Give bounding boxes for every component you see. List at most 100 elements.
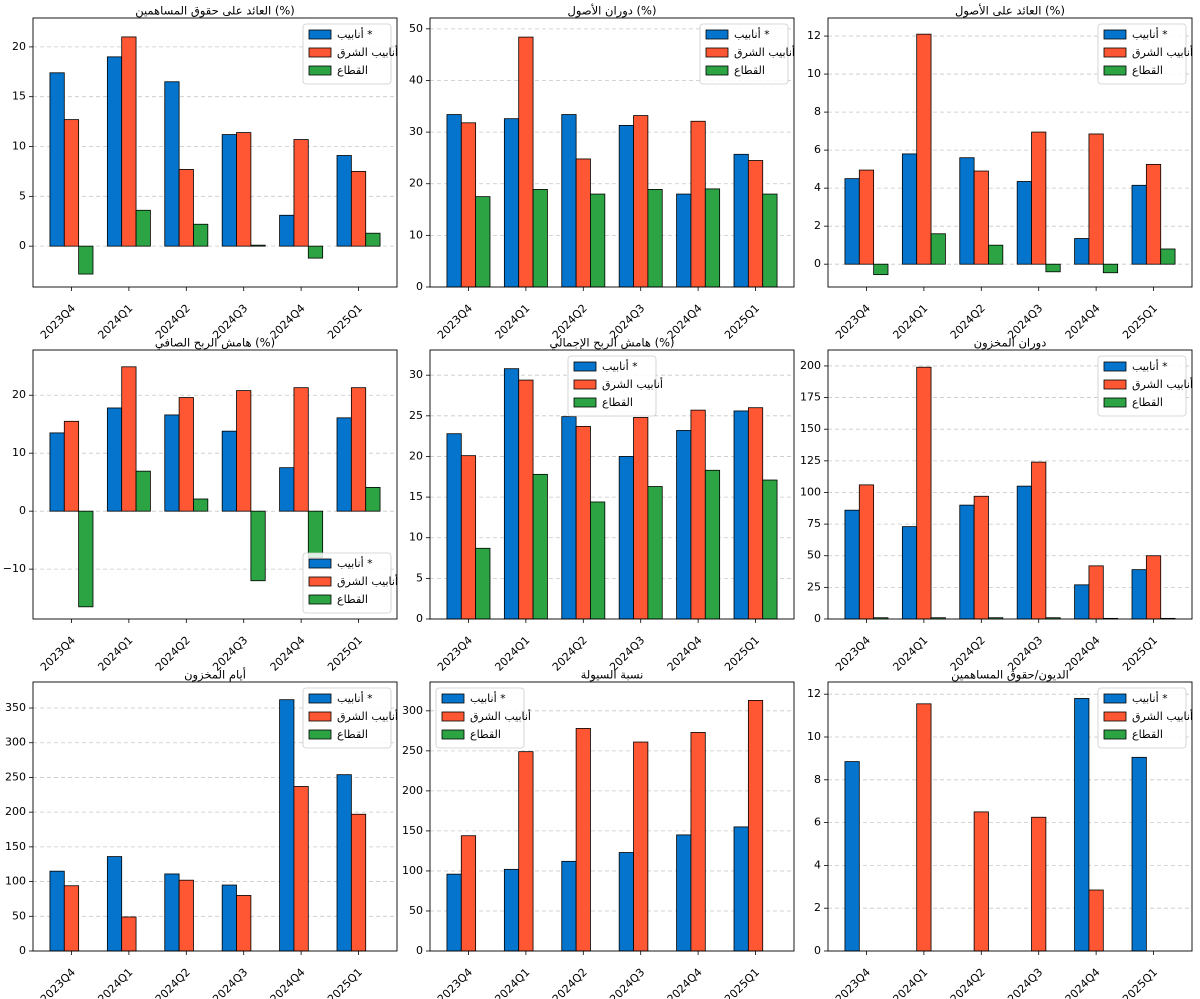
legend-swatch bbox=[705, 29, 729, 40]
bar bbox=[844, 761, 860, 952]
y-tick-label: 20 bbox=[12, 388, 26, 401]
bar bbox=[135, 209, 151, 247]
y-tick-label: 8 bbox=[814, 105, 821, 118]
bar bbox=[293, 786, 309, 952]
legend-swatch bbox=[705, 47, 729, 58]
bar bbox=[236, 895, 252, 952]
legend-swatch bbox=[308, 594, 332, 605]
plot-frame bbox=[827, 17, 1193, 288]
bar bbox=[1102, 263, 1119, 274]
bar bbox=[762, 479, 778, 620]
x-tick-label: 2023Q4 bbox=[833, 302, 873, 342]
y-tick-label: 350 bbox=[5, 701, 26, 714]
bar bbox=[293, 387, 309, 512]
y-tick-label: 50 bbox=[409, 904, 423, 917]
y-tick-label: −10 bbox=[3, 562, 26, 575]
y-tick-label: 0 bbox=[814, 944, 821, 957]
bar bbox=[733, 826, 749, 952]
y-tick-label: 100 bbox=[5, 875, 26, 888]
y-tick-label: 0 bbox=[814, 257, 821, 270]
chart-title: هامش الربح الصافي (%) bbox=[155, 336, 275, 351]
y-tick-label: 12 bbox=[807, 29, 821, 42]
bar bbox=[844, 178, 860, 265]
x-tick-label: 2024Q3 bbox=[210, 966, 250, 999]
bar bbox=[49, 870, 65, 952]
bar bbox=[1016, 181, 1032, 265]
y-tick-label: 8 bbox=[814, 773, 821, 786]
bar bbox=[590, 193, 606, 288]
bar bbox=[236, 132, 252, 247]
legend-swatch bbox=[308, 729, 332, 740]
legend-swatch bbox=[1103, 729, 1127, 740]
y-tick-label: 0 bbox=[416, 612, 423, 625]
bar bbox=[1131, 569, 1147, 620]
bar bbox=[164, 414, 180, 512]
legend-label: أنابيب * bbox=[337, 27, 373, 41]
bar bbox=[250, 510, 266, 582]
bar bbox=[561, 416, 577, 620]
bar bbox=[633, 115, 649, 288]
bar bbox=[704, 188, 721, 288]
bar bbox=[762, 193, 778, 288]
bar bbox=[1031, 461, 1047, 620]
y-tick-label: 10 bbox=[409, 228, 423, 241]
y-tick-label: 20 bbox=[12, 40, 26, 53]
y-tick-label: 150 bbox=[5, 840, 26, 853]
chart-title: دوران المخزون bbox=[974, 336, 1047, 351]
x-tick-label: 2023Q4 bbox=[435, 302, 475, 342]
y-tick-label: 30 bbox=[409, 125, 423, 138]
legend: أنابيب * أنابيب الشرق القطاع bbox=[1097, 355, 1193, 417]
bar bbox=[78, 510, 94, 608]
y-tick-label: 50 bbox=[409, 22, 423, 35]
bar bbox=[690, 732, 706, 952]
chart-panel: العائد على الأصول (%) 0 2 4 6 8 10 12 2023Q4 2024… bbox=[807, 4, 1193, 342]
legend-label: أنابيب * bbox=[1132, 359, 1168, 373]
bar bbox=[78, 245, 94, 275]
chart-panel: دوران المخزون 0 25 50 75 100 125 150 175 200 2023Q… bbox=[800, 336, 1193, 674]
legend-label: أنابيب * bbox=[602, 359, 638, 373]
legend-swatch bbox=[1103, 711, 1127, 722]
y-tick-label: 300 bbox=[402, 704, 423, 717]
bar bbox=[279, 214, 295, 247]
chart-panel: الديون/حقوق المساهمين 0 2 4 6 8 10 12 2023Q4 2024… bbox=[807, 668, 1193, 999]
y-tick-label: 0 bbox=[19, 944, 26, 957]
bar bbox=[446, 873, 462, 952]
y-tick-label: 10 bbox=[807, 67, 821, 80]
x-tick-label: 2024Q2 bbox=[550, 966, 590, 999]
x-tick-label: 2025Q1 bbox=[1120, 966, 1160, 999]
bar bbox=[858, 169, 875, 265]
y-tick-label: 25 bbox=[409, 409, 423, 422]
bar bbox=[1145, 555, 1162, 620]
bar bbox=[1145, 163, 1162, 265]
bar bbox=[647, 486, 663, 620]
bar bbox=[164, 873, 180, 952]
plot-frame bbox=[32, 681, 398, 952]
x-tick-label: 2024Q1 bbox=[95, 634, 135, 674]
x-tick-label: 2025Q1 bbox=[1120, 634, 1160, 674]
legend-label: القطاع bbox=[734, 64, 765, 77]
bar bbox=[633, 417, 649, 620]
legend-swatch bbox=[1103, 379, 1127, 390]
bar bbox=[350, 171, 367, 247]
legend-label: القطاع bbox=[1132, 728, 1163, 741]
bar bbox=[279, 467, 295, 512]
x-tick-label: 2024Q1 bbox=[492, 966, 532, 999]
bar bbox=[49, 432, 65, 512]
y-tick-label: 10 bbox=[12, 140, 26, 153]
bar bbox=[901, 153, 918, 265]
x-tick-label: 2025Q1 bbox=[1120, 302, 1160, 342]
legend-label: أنابيب الشرق bbox=[337, 45, 398, 59]
bar bbox=[676, 834, 692, 952]
y-tick-label: 50 bbox=[12, 909, 26, 922]
x-tick-label: 2024Q4 bbox=[1063, 302, 1103, 342]
x-tick-label: 2024Q3 bbox=[1005, 966, 1045, 999]
bar bbox=[901, 526, 918, 620]
y-tick-label: 2 bbox=[814, 901, 821, 914]
bar bbox=[618, 456, 634, 620]
x-tick-label: 2023Q4 bbox=[833, 634, 873, 674]
y-tick-label: 10 bbox=[409, 531, 423, 544]
plot-frame bbox=[827, 681, 1193, 952]
y-tick-label: 0 bbox=[19, 504, 26, 517]
bar bbox=[193, 223, 209, 247]
